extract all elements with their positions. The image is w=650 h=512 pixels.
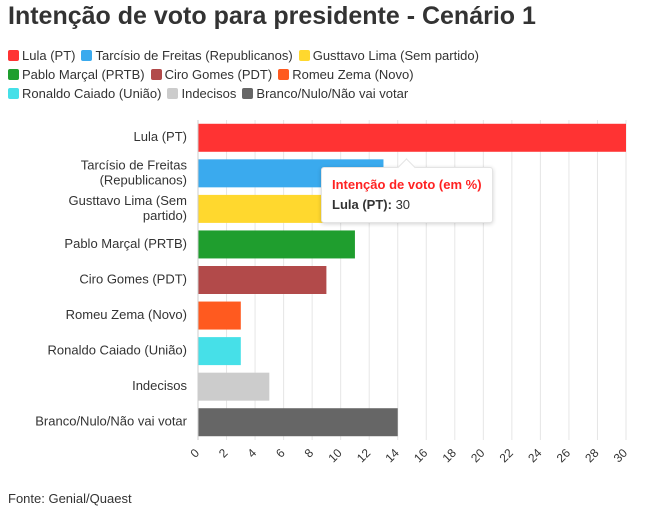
legend-item[interactable]: Indecisos — [167, 85, 236, 101]
x-tick-label: 2 — [216, 446, 231, 461]
category-label: Pablo Marçal (PRTB) — [64, 236, 187, 251]
legend-label: Pablo Marçal (PRTB) — [22, 66, 145, 82]
legend-item[interactable]: Pablo Marçal (PRTB) — [8, 66, 145, 82]
source-note: Fonte: Genial/Quaest — [8, 491, 132, 506]
legend-item[interactable]: Ciro Gomes (PDT) — [150, 66, 273, 82]
legend-label: Ronaldo Caiado (União) — [22, 85, 162, 101]
category-label: Lula (PT) — [134, 129, 187, 144]
legend-swatch — [8, 68, 19, 80]
legend-swatch — [81, 49, 93, 61]
x-tick-label: 26 — [554, 446, 574, 466]
legend-swatch — [150, 68, 162, 80]
x-tick-label: 18 — [440, 446, 460, 466]
bar — [198, 372, 270, 401]
category-label: Ciro Gomes (PDT) — [79, 271, 187, 286]
x-tick-label: 20 — [468, 446, 488, 466]
legend-item[interactable]: Lula (PT) — [8, 47, 75, 63]
tooltip-row: Lula (PT): 30 — [332, 195, 482, 215]
legend-item[interactable]: Gusttavo Lima (Sem partido) — [298, 47, 479, 63]
legend-label: Indecisos — [181, 85, 237, 101]
category-label: Indecisos — [132, 378, 187, 393]
legend-swatch — [298, 49, 310, 61]
category-label: partido) — [143, 208, 187, 223]
x-tick-label: 10 — [325, 446, 345, 466]
x-tick-label: 6 — [273, 446, 288, 461]
legend-label: Lula (PT) — [22, 47, 76, 63]
category-label: Tarcísio de Freitas — [81, 157, 188, 172]
tooltip-value: 30 — [395, 197, 411, 212]
legend-swatch — [242, 87, 254, 99]
chart-tooltip: Intenção de voto (em %) Lula (PT): 30 — [321, 158, 493, 223]
x-tick-label: 12 — [354, 446, 374, 466]
legend-swatch — [278, 68, 290, 80]
x-tick-label: 24 — [525, 446, 545, 466]
legend-label: Romeu Zema (Novo) — [292, 66, 414, 82]
category-label: Branco/Nulo/Não vai votar — [35, 414, 187, 429]
legend-swatch — [167, 87, 179, 99]
category-label: Romeu Zema (Novo) — [66, 307, 187, 322]
bar — [198, 301, 241, 330]
legend-item[interactable]: Romeu Zema (Novo) — [278, 66, 414, 82]
legend-label: Ciro Gomes (PDT) — [164, 66, 273, 82]
legend-item[interactable]: Tarcísio de Freitas (Republicanos) — [81, 47, 293, 63]
legend-label: Branco/Nulo/Não vai votar — [256, 85, 409, 101]
chart-title: Intenção de voto para presidente - Cenár… — [8, 2, 536, 30]
x-tick-label: 4 — [245, 446, 260, 461]
legend-label: Gusttavo Lima (Sem partido) — [312, 47, 479, 63]
bar — [198, 337, 241, 366]
category-label: Ronaldo Caiado (União) — [48, 343, 187, 358]
x-tick-label: 22 — [497, 446, 517, 466]
x-tick-label: 8 — [302, 446, 317, 461]
legend-label: Tarcísio de Freitas (Republicanos) — [95, 47, 293, 63]
bar — [198, 266, 327, 294]
bar — [198, 408, 398, 437]
tooltip-label: Lula (PT): — [332, 197, 392, 212]
category-label: Gusttavo Lima (Sem — [69, 193, 188, 208]
legend-swatch — [8, 49, 19, 61]
x-tick-label: 28 — [582, 446, 602, 466]
bar — [198, 123, 626, 152]
x-tick-label: 0 — [187, 446, 202, 461]
tooltip-title: Intenção de voto (em %) — [332, 177, 482, 192]
legend-swatch — [8, 87, 19, 99]
x-tick-label: 30 — [611, 446, 631, 466]
bar — [198, 230, 355, 259]
x-tick-label: 16 — [411, 446, 431, 466]
category-label: (Republicanos) — [100, 172, 187, 187]
x-tick-label: 14 — [383, 446, 403, 466]
legend-item[interactable]: Ronaldo Caiado (União) — [8, 85, 161, 101]
legend-item[interactable]: Branco/Nulo/Não vai votar — [242, 85, 408, 101]
legend: Lula (PT) Tarcísio de Freitas (Republican… — [8, 47, 568, 101]
